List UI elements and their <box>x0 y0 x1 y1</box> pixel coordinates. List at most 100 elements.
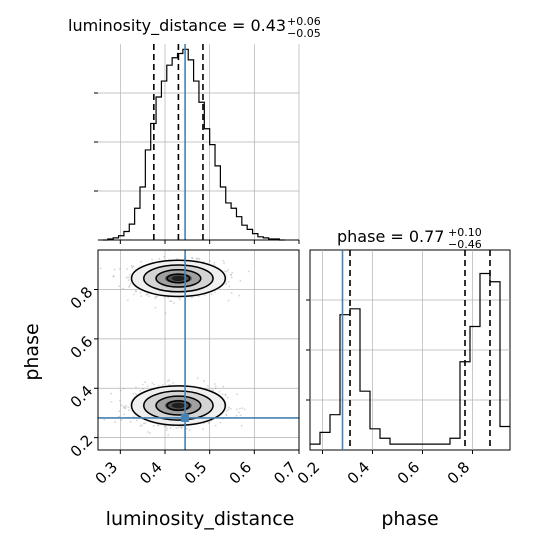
joint-posterior-panel: 0.3 0.4 0.5 0.6 0.7 0.2 0.4 0.6 0.8 <box>67 249 300 488</box>
scatter-point <box>119 399 121 402</box>
scatter-point <box>127 286 130 288</box>
contour-mode-1 <box>130 259 227 298</box>
scatter-point <box>151 382 154 384</box>
scatter-point <box>135 386 137 389</box>
scatter-point <box>230 276 233 279</box>
scatter-point <box>197 257 200 260</box>
scatter-point <box>238 411 240 414</box>
scatter-point <box>158 258 161 260</box>
joint-x-tick-label: 0.7 <box>270 458 300 488</box>
scatter-point <box>170 300 173 302</box>
scatter-point <box>126 299 129 302</box>
joint-x-tick-label: 0.6 <box>226 458 256 488</box>
scatter-point <box>214 387 217 390</box>
scatter-point <box>135 419 138 422</box>
hist-phase-title-sub: −0.46 <box>448 238 482 251</box>
hist-lum-title: luminosity_distance = 0.43 <box>68 16 286 36</box>
scatter-point <box>149 432 151 434</box>
scatter-point <box>164 425 167 428</box>
scatter-point <box>210 293 213 296</box>
scatter-point <box>196 377 199 380</box>
scatter-point <box>208 260 211 262</box>
scatter-point <box>224 393 227 396</box>
joint-truth-marker <box>181 413 190 422</box>
scatter-point <box>191 257 194 260</box>
hist-phase-tick-label: 0.2 <box>294 458 324 488</box>
scatter-point <box>112 275 115 278</box>
scatter-point <box>203 380 205 383</box>
scatter-point <box>146 385 149 387</box>
scatter-point <box>156 295 158 298</box>
scatter-point <box>124 407 126 410</box>
scatter-point <box>226 396 229 399</box>
scatter-point <box>214 424 217 427</box>
scatter-point <box>126 268 129 271</box>
scatter-point <box>135 290 137 293</box>
contour-mode-2 <box>130 385 227 427</box>
x-axis-label-phase: phase <box>381 508 438 530</box>
scatter-point <box>231 271 234 274</box>
hist-phase-title-sup: +0.10 <box>448 226 482 239</box>
scatter-point <box>141 383 144 386</box>
scatter-point <box>228 285 231 288</box>
scatter-point <box>120 419 123 421</box>
scatter-point <box>236 408 238 411</box>
scatter-point <box>123 406 126 409</box>
scatter-point <box>180 427 183 429</box>
x-axis-label-luminosity-distance: luminosity_distance <box>106 508 295 530</box>
scatter-point <box>146 293 149 295</box>
scatter-point <box>227 268 229 271</box>
scatter-point <box>135 393 137 396</box>
scatter-point <box>125 276 128 279</box>
hist-lum-title-sub: −0.05 <box>287 27 321 40</box>
joint-y-tick-label: 0.8 <box>67 283 97 313</box>
scatter-point <box>222 259 225 262</box>
scatter-point <box>132 265 135 268</box>
scatter-point <box>141 387 144 390</box>
scatter-point <box>127 276 130 279</box>
scatter-point <box>230 292 233 294</box>
scatter-point <box>161 384 164 386</box>
scatter-point <box>118 415 120 418</box>
scatter-point <box>146 431 149 433</box>
scatter-point <box>130 264 133 267</box>
scatter-point <box>165 429 168 432</box>
scatter-point <box>248 270 250 273</box>
scatter-point <box>224 394 227 397</box>
scatter-point <box>147 295 150 298</box>
scatter-point <box>235 414 238 417</box>
scatter-point <box>157 424 160 427</box>
scatter-point <box>239 279 242 282</box>
scatter-point <box>195 257 198 260</box>
scatter-point <box>157 424 160 426</box>
scatter-point <box>123 413 125 416</box>
scatter-point <box>133 293 135 296</box>
scatter-point <box>225 410 228 412</box>
scatter-point <box>122 405 125 408</box>
scatter-point <box>168 300 171 303</box>
contour-mode-2 <box>166 400 191 411</box>
scatter-point <box>177 427 180 429</box>
joint-frame <box>97 249 300 451</box>
contour-mode-1 <box>166 273 191 284</box>
density-fill-mode-1 <box>171 275 186 281</box>
scatter-point <box>127 409 130 412</box>
scatter-point <box>238 294 241 297</box>
scatter-point <box>191 296 193 299</box>
scatter-point <box>152 425 155 427</box>
scatter-point <box>164 312 167 315</box>
scatter-point <box>153 383 155 386</box>
scatter-point <box>176 257 179 260</box>
scatter-point <box>236 393 238 396</box>
scatter-point <box>127 406 130 409</box>
joint-x-tick-label: 0.5 <box>181 458 211 488</box>
scatter-point <box>227 299 230 302</box>
scatter-point <box>103 418 106 421</box>
scatter-point <box>143 422 145 425</box>
scatter-point <box>119 268 121 270</box>
scatter-point <box>229 407 232 410</box>
scatter-point <box>128 284 131 287</box>
scatter-point <box>188 429 191 432</box>
joint-x-tick-label: 0.4 <box>136 458 166 488</box>
scatter-point <box>173 302 176 304</box>
